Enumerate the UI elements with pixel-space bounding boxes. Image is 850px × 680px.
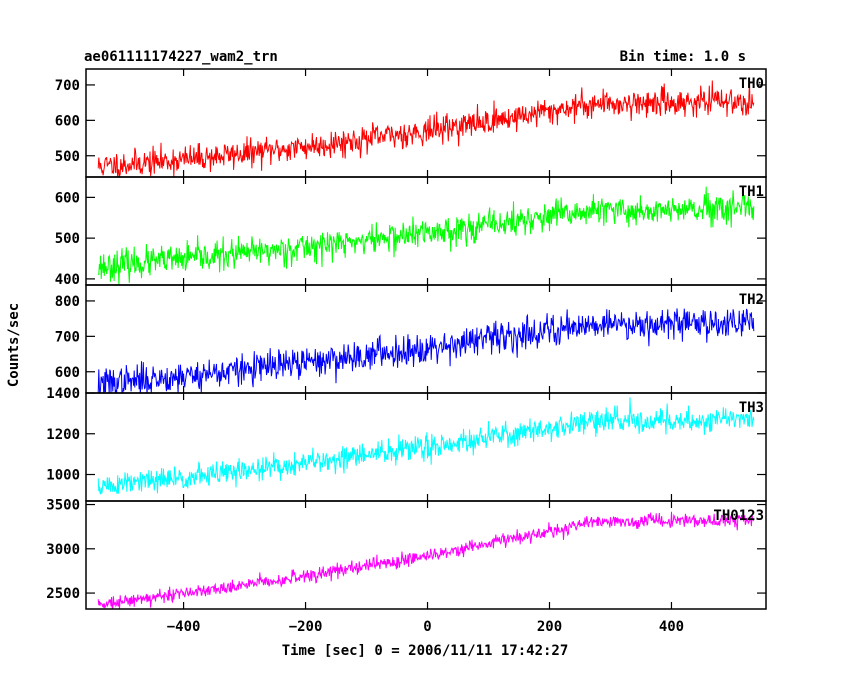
series-label-th2: TH2 (739, 292, 764, 308)
series-line-th0 (97, 80, 755, 177)
y-tick-label: 3000 (46, 542, 80, 558)
y-tick-label: 500 (55, 231, 80, 247)
panels-group: 500 600 700 TH0 400 500 600 TH1 600 700 800 TH2 1000… (46, 68, 767, 610)
x-tick-label: 0 (423, 619, 431, 635)
panel-th2: 600 700 800 TH2 (55, 284, 767, 394)
panel-th3: 1000 1200 1400 TH3 (46, 386, 767, 502)
chart-title: ae061111174227_wam2_trn (84, 49, 278, 65)
y-tick-label: 500 (55, 149, 80, 165)
series-line-th0123 (97, 511, 755, 609)
series-label-th0: TH0 (739, 76, 764, 92)
series-line-th1 (97, 186, 755, 285)
series-line-th2 (97, 308, 755, 393)
series-label-th1: TH1 (739, 184, 764, 200)
x-axis-label: Time [sec] 0 = 2006/11/11 17:42:27 (282, 643, 569, 659)
y-tick-label: 600 (55, 365, 80, 381)
panel-frame (85, 500, 767, 610)
panel-th0123: 2500 3000 3500 TH0123 (46, 498, 767, 610)
y-tick-label: 800 (55, 294, 80, 310)
y-tick-label: 1000 (46, 468, 80, 484)
y-tick-label: 1200 (46, 427, 80, 443)
y-tick-label: 700 (55, 329, 80, 345)
y-tick-label: 3500 (46, 498, 80, 514)
series-label-th3: TH3 (739, 400, 764, 416)
y-tick-label: 700 (55, 78, 80, 94)
x-tick-label: −400 (167, 619, 201, 635)
y-tick-label: 600 (55, 190, 80, 206)
y-tick-label: 400 (55, 272, 80, 288)
panel-th1: 400 500 600 TH1 (55, 176, 767, 288)
y-tick-label: 2500 (46, 586, 80, 602)
x-tick-label: −200 (289, 619, 323, 635)
y-axis-label: Counts/sec (6, 303, 22, 387)
x-tick-label: 200 (537, 619, 562, 635)
x-tick-label: 400 (659, 619, 684, 635)
series-label-th0123: TH0123 (713, 508, 764, 524)
y-tick-label: 1400 (46, 386, 80, 402)
x-axis: −400 −200 0 200 400 (167, 619, 684, 635)
bin-time-label: Bin time: 1.0 s (620, 49, 746, 65)
panel-th0: 500 600 700 TH0 (55, 68, 767, 178)
y-tick-label: 600 (55, 113, 80, 129)
series-line-th3 (97, 397, 755, 495)
